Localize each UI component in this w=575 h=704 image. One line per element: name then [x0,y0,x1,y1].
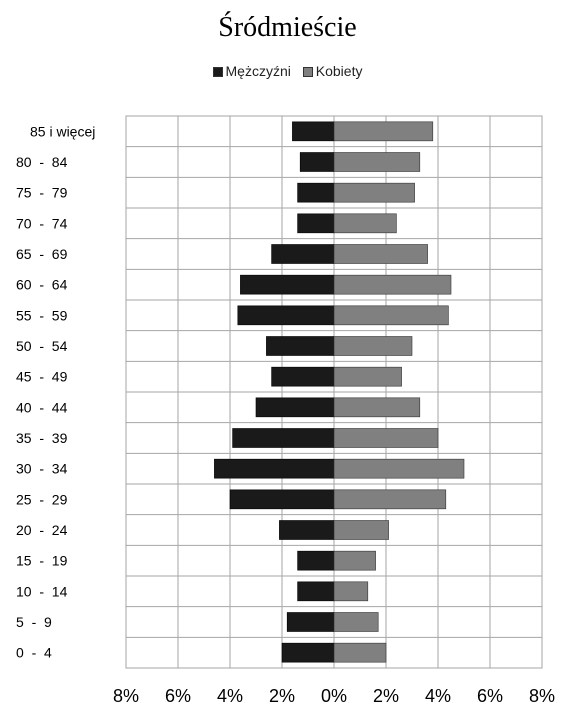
bar-men [286,612,335,632]
bar-women [333,612,379,632]
bar-women [333,244,428,264]
category-label: 10 - 14 [16,583,68,599]
legend-item-women: Kobiety [302,63,363,79]
bar-women [333,458,465,479]
bar-men [297,550,335,571]
category-label: 20 - 24 [16,522,68,538]
bar-men [292,121,335,142]
x-tick-label: 0% [321,686,347,704]
x-tick-label: 8% [529,686,555,704]
bar-men [229,489,335,510]
legend-label-women: Kobiety [315,63,363,79]
chart-title: Śródmieście [218,12,357,43]
x-tick-label: 2% [373,686,399,704]
category-label: 35 - 39 [16,430,68,446]
legend-item-men: Mężczyźni [212,63,291,79]
bar-men [297,213,335,234]
legend-label-men: Mężczyźni [225,63,291,79]
category-label: 25 - 29 [16,491,68,507]
bar-men [271,366,335,387]
bar-women [333,182,415,203]
category-label: 45 - 49 [16,369,68,385]
legend: Mężczyźni Kobiety [0,63,575,79]
bar-women [333,397,421,418]
bar-men [232,428,335,448]
x-tick-label: 6% [477,686,503,704]
x-tick-label: 2% [269,686,295,704]
bar-women [333,152,421,172]
x-tick-label: 4% [217,686,243,704]
bar-women [333,581,369,602]
x-tick-label: 8% [113,686,139,704]
bar-men [255,397,335,418]
category-label: 0 - 4 [16,645,52,661]
category-label: 5 - 9 [16,614,52,630]
bar-women [333,550,376,571]
bar-women [333,366,402,387]
category-label: 65 - 69 [16,246,68,262]
bar-men [281,642,335,663]
bar-men [214,458,335,479]
bar-men [297,182,335,203]
category-label: 50 - 54 [16,338,68,354]
bar-men [240,274,335,295]
bar-women [333,520,389,540]
bar-women [333,428,439,448]
category-label: 80 - 84 [16,154,68,170]
category-label: 70 - 74 [16,215,68,231]
bar-women [333,336,413,356]
category-label: 60 - 64 [16,277,68,293]
category-label: 40 - 44 [16,399,68,415]
bar-men [266,336,335,356]
category-label: 55 - 59 [16,307,68,323]
bar-men [297,581,335,602]
category-label: 75 - 79 [16,185,68,201]
bar-men [237,305,335,326]
bar-women [333,642,387,663]
bar-women [333,489,447,510]
legend-swatch-women [302,67,313,77]
category-label: 30 - 34 [16,461,68,477]
x-tick-label: 6% [165,686,191,704]
x-tick-label: 4% [425,686,451,704]
bar-men [299,152,335,172]
legend-swatch-men [212,67,223,77]
bar-women [333,274,452,295]
bar-women [333,213,397,234]
bar-women [333,121,434,142]
bar-men [271,244,335,264]
bar-women [333,305,449,326]
bar-men [279,520,335,540]
category-label: 15 - 19 [16,553,68,569]
category-label: 85 i więcej [30,123,95,139]
